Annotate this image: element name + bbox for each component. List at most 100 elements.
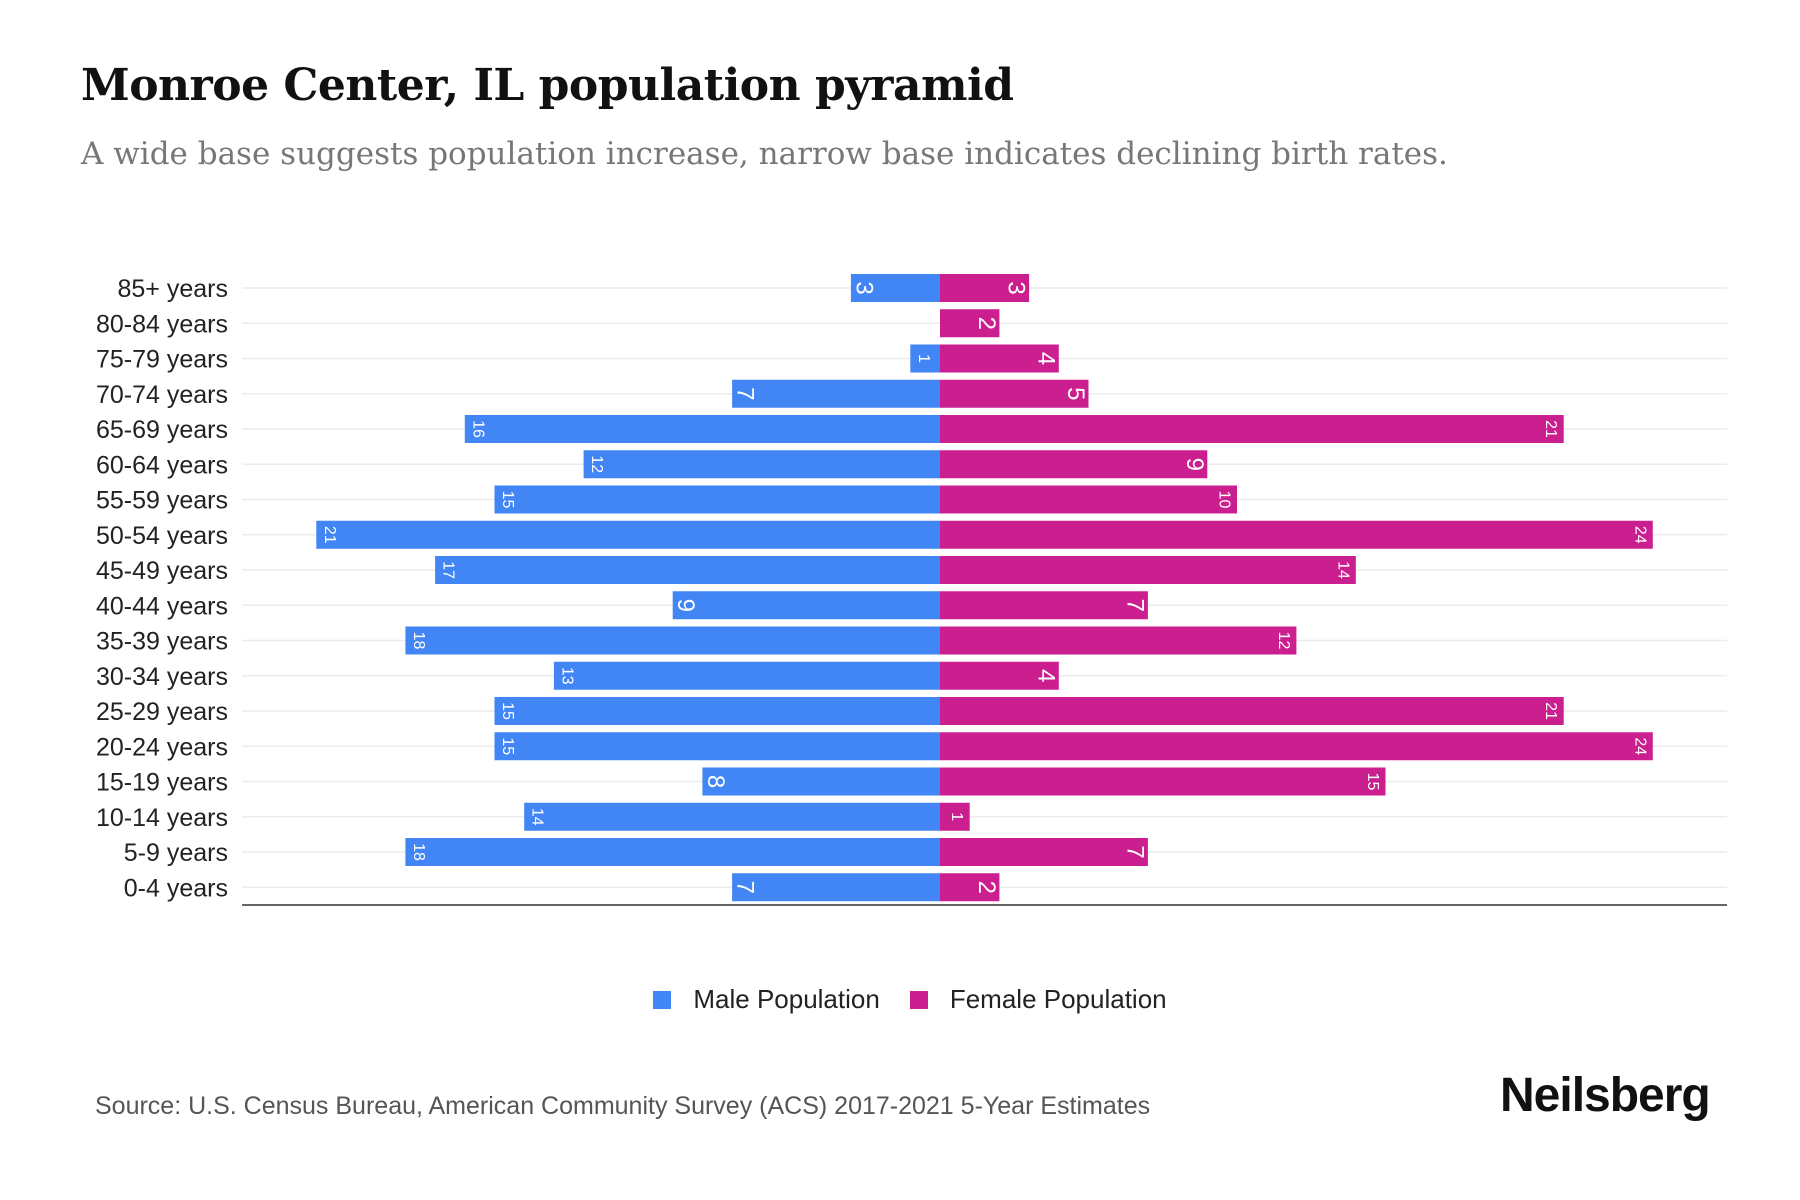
y-tick-label: 85+ years [118, 275, 229, 303]
y-tick-label: 15-19 years [96, 769, 228, 797]
female-bar [940, 802, 970, 831]
male-bar [850, 274, 940, 302]
female-bar [940, 344, 1059, 373]
male-bar [910, 344, 940, 373]
data-label: 14 [529, 808, 546, 826]
chart-subtitle: A wide base suggests population increase… [81, 136, 1448, 172]
data-label: 7 [732, 387, 759, 400]
data-label: 5 [1062, 387, 1089, 400]
data-label: 2 [973, 881, 1000, 894]
male-bar [435, 556, 940, 584]
y-tick-label: 80-84 years [96, 310, 228, 338]
data-label: 7 [732, 881, 759, 894]
y-tick-label: 60-64 years [96, 451, 228, 479]
y-tick-label: 45-49 years [96, 557, 228, 585]
y-tick-label: 50-54 years [96, 522, 228, 550]
female-bar [940, 697, 1564, 725]
male-bar [494, 485, 940, 514]
data-label: 2 [973, 317, 1000, 330]
data-label: 1 [915, 354, 932, 363]
female-bar [940, 873, 1000, 902]
female-bar [940, 274, 1030, 302]
male-bar [494, 697, 940, 725]
female-bar [940, 520, 1653, 549]
data-label: 7 [1121, 845, 1148, 858]
y-tick-label: 70-74 years [96, 381, 228, 409]
male-bar [464, 415, 940, 443]
female-bar [940, 485, 1237, 514]
data-label: 15 [499, 737, 516, 755]
data-label: 15 [499, 702, 516, 720]
male-bar [583, 450, 940, 479]
data-label: 24 [1631, 737, 1648, 755]
y-tick-label: 65-69 years [96, 416, 228, 444]
data-label: 24 [1631, 526, 1648, 544]
data-label: 9 [672, 599, 699, 612]
legend-item-female: Female Population [909, 984, 1167, 1015]
source-note: Source: U.S. Census Bureau, American Com… [95, 1092, 1151, 1120]
y-tick-label: 20-24 years [96, 733, 228, 761]
data-label: 13 [558, 667, 575, 685]
male-bar [494, 732, 940, 761]
data-label: 17 [440, 561, 457, 579]
legend: Male Population Female Population [0, 984, 1800, 1015]
data-label: 9 [1181, 458, 1208, 471]
neilsberg-logo: Neilsberg [1500, 1069, 1711, 1122]
y-tick-label: 35-39 years [96, 628, 228, 656]
data-label: 4 [1032, 669, 1059, 682]
female-bar [940, 732, 1653, 761]
male-bar [405, 626, 940, 655]
y-tick-label: 10-14 years [96, 804, 228, 832]
male-bar [553, 661, 940, 690]
y-tick-label: 5-9 years [124, 839, 228, 867]
y-tick-label: 55-59 years [96, 487, 228, 515]
legend-item-male: Male Population [653, 984, 880, 1015]
data-label: 18 [410, 843, 427, 861]
y-tick-label: 40-44 years [96, 592, 228, 620]
data-label: 18 [410, 632, 427, 650]
legend-label-female: Female Population [949, 984, 1167, 1014]
data-label: 3 [850, 281, 877, 294]
data-label: 7 [1121, 599, 1148, 612]
male-bar [732, 873, 940, 902]
female-bar [940, 556, 1356, 584]
data-label: 21 [1542, 702, 1559, 720]
male-bar [702, 767, 940, 796]
chart-title: Monroe Center, IL population pyramid [81, 60, 1014, 111]
legend-label-male: Male Population [693, 984, 880, 1014]
female-bar [940, 661, 1059, 690]
female-bar [940, 767, 1386, 796]
female-bar [940, 591, 1148, 620]
data-label: 21 [1542, 420, 1559, 438]
data-label: 16 [469, 420, 486, 438]
pyramid-chart: 85+ years 3 380-84 years 275-79 years 1 470-7… [96, 274, 1727, 906]
data-label: 3 [1003, 281, 1030, 294]
data-label: 15 [499, 491, 516, 509]
legend-swatch-female [909, 990, 928, 1009]
data-label: 8 [702, 775, 729, 788]
legend-swatch-male [653, 990, 672, 1009]
data-label: 12 [588, 455, 605, 473]
female-bar [940, 309, 1000, 338]
female-bar [940, 379, 1089, 408]
female-bar [940, 626, 1297, 655]
male-bar [316, 520, 940, 549]
data-label: 21 [321, 526, 338, 544]
male-bar [405, 838, 940, 866]
male-bar [672, 591, 940, 620]
female-bar [940, 838, 1148, 866]
data-label: 15 [1364, 773, 1381, 791]
male-bar [732, 379, 940, 408]
y-tick-label: 0-4 years [124, 874, 228, 902]
female-bar [940, 415, 1564, 443]
data-label: 10 [1216, 491, 1233, 509]
y-tick-label: 25-29 years [96, 698, 228, 726]
y-tick-label: 30-34 years [96, 663, 228, 691]
data-label: 1 [948, 812, 965, 821]
data-label: 14 [1334, 561, 1351, 579]
data-label: 4 [1032, 352, 1059, 365]
male-bar [524, 802, 940, 831]
data-label: 12 [1275, 632, 1292, 650]
female-bar [940, 450, 1208, 479]
y-tick-label: 75-79 years [96, 346, 228, 374]
